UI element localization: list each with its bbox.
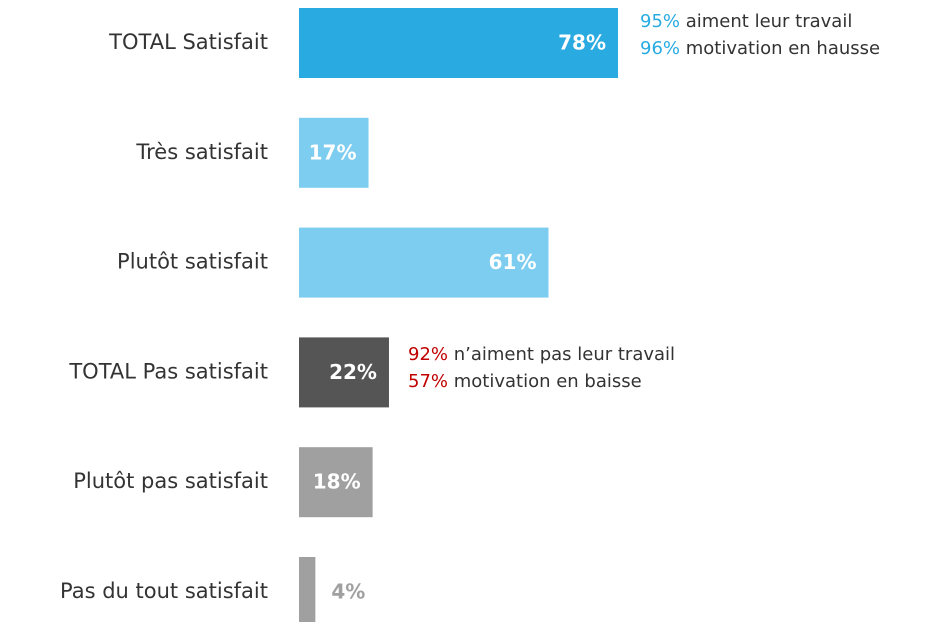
category-label: TOTAL Satisfait bbox=[108, 30, 268, 54]
annotation: 96% motivation en hausse bbox=[640, 38, 880, 59]
annotation-highlight: 96% bbox=[640, 38, 680, 59]
annotation: 95% aiment leur travail bbox=[640, 11, 852, 32]
annotation-text: motivation en baisse bbox=[448, 371, 642, 392]
value-label: 78% bbox=[558, 31, 606, 55]
category-label: Pas du tout satisfait bbox=[60, 579, 268, 603]
bar bbox=[299, 227, 549, 298]
annotation-highlight: 92% bbox=[408, 344, 448, 365]
value-label: 18% bbox=[313, 470, 361, 494]
category-label: Plutôt satisfait bbox=[117, 250, 268, 274]
annotation-text: n’aiment pas leur travail bbox=[448, 344, 675, 365]
annotation-text: motivation en hausse bbox=[680, 38, 880, 59]
annotation-highlight: 95% bbox=[640, 11, 680, 32]
value-label: 4% bbox=[331, 580, 365, 604]
value-label: 17% bbox=[309, 140, 357, 164]
annotation: 57% motivation en baisse bbox=[408, 371, 642, 392]
value-label: 61% bbox=[489, 250, 537, 274]
bar bbox=[299, 337, 389, 408]
category-label: Très satisfait bbox=[135, 140, 268, 164]
value-label: 22% bbox=[329, 360, 377, 384]
category-label: Plutôt pas satisfait bbox=[73, 469, 268, 493]
bar bbox=[299, 8, 619, 78]
bar bbox=[299, 117, 369, 188]
category-label: TOTAL Pas satisfait bbox=[68, 359, 268, 383]
annotation-highlight: 57% bbox=[408, 371, 448, 392]
bar bbox=[299, 447, 373, 518]
annotation-text: aiment leur travail bbox=[680, 11, 852, 32]
annotation: 92% n’aiment pas leur travail bbox=[408, 344, 675, 365]
bar bbox=[299, 557, 316, 626]
